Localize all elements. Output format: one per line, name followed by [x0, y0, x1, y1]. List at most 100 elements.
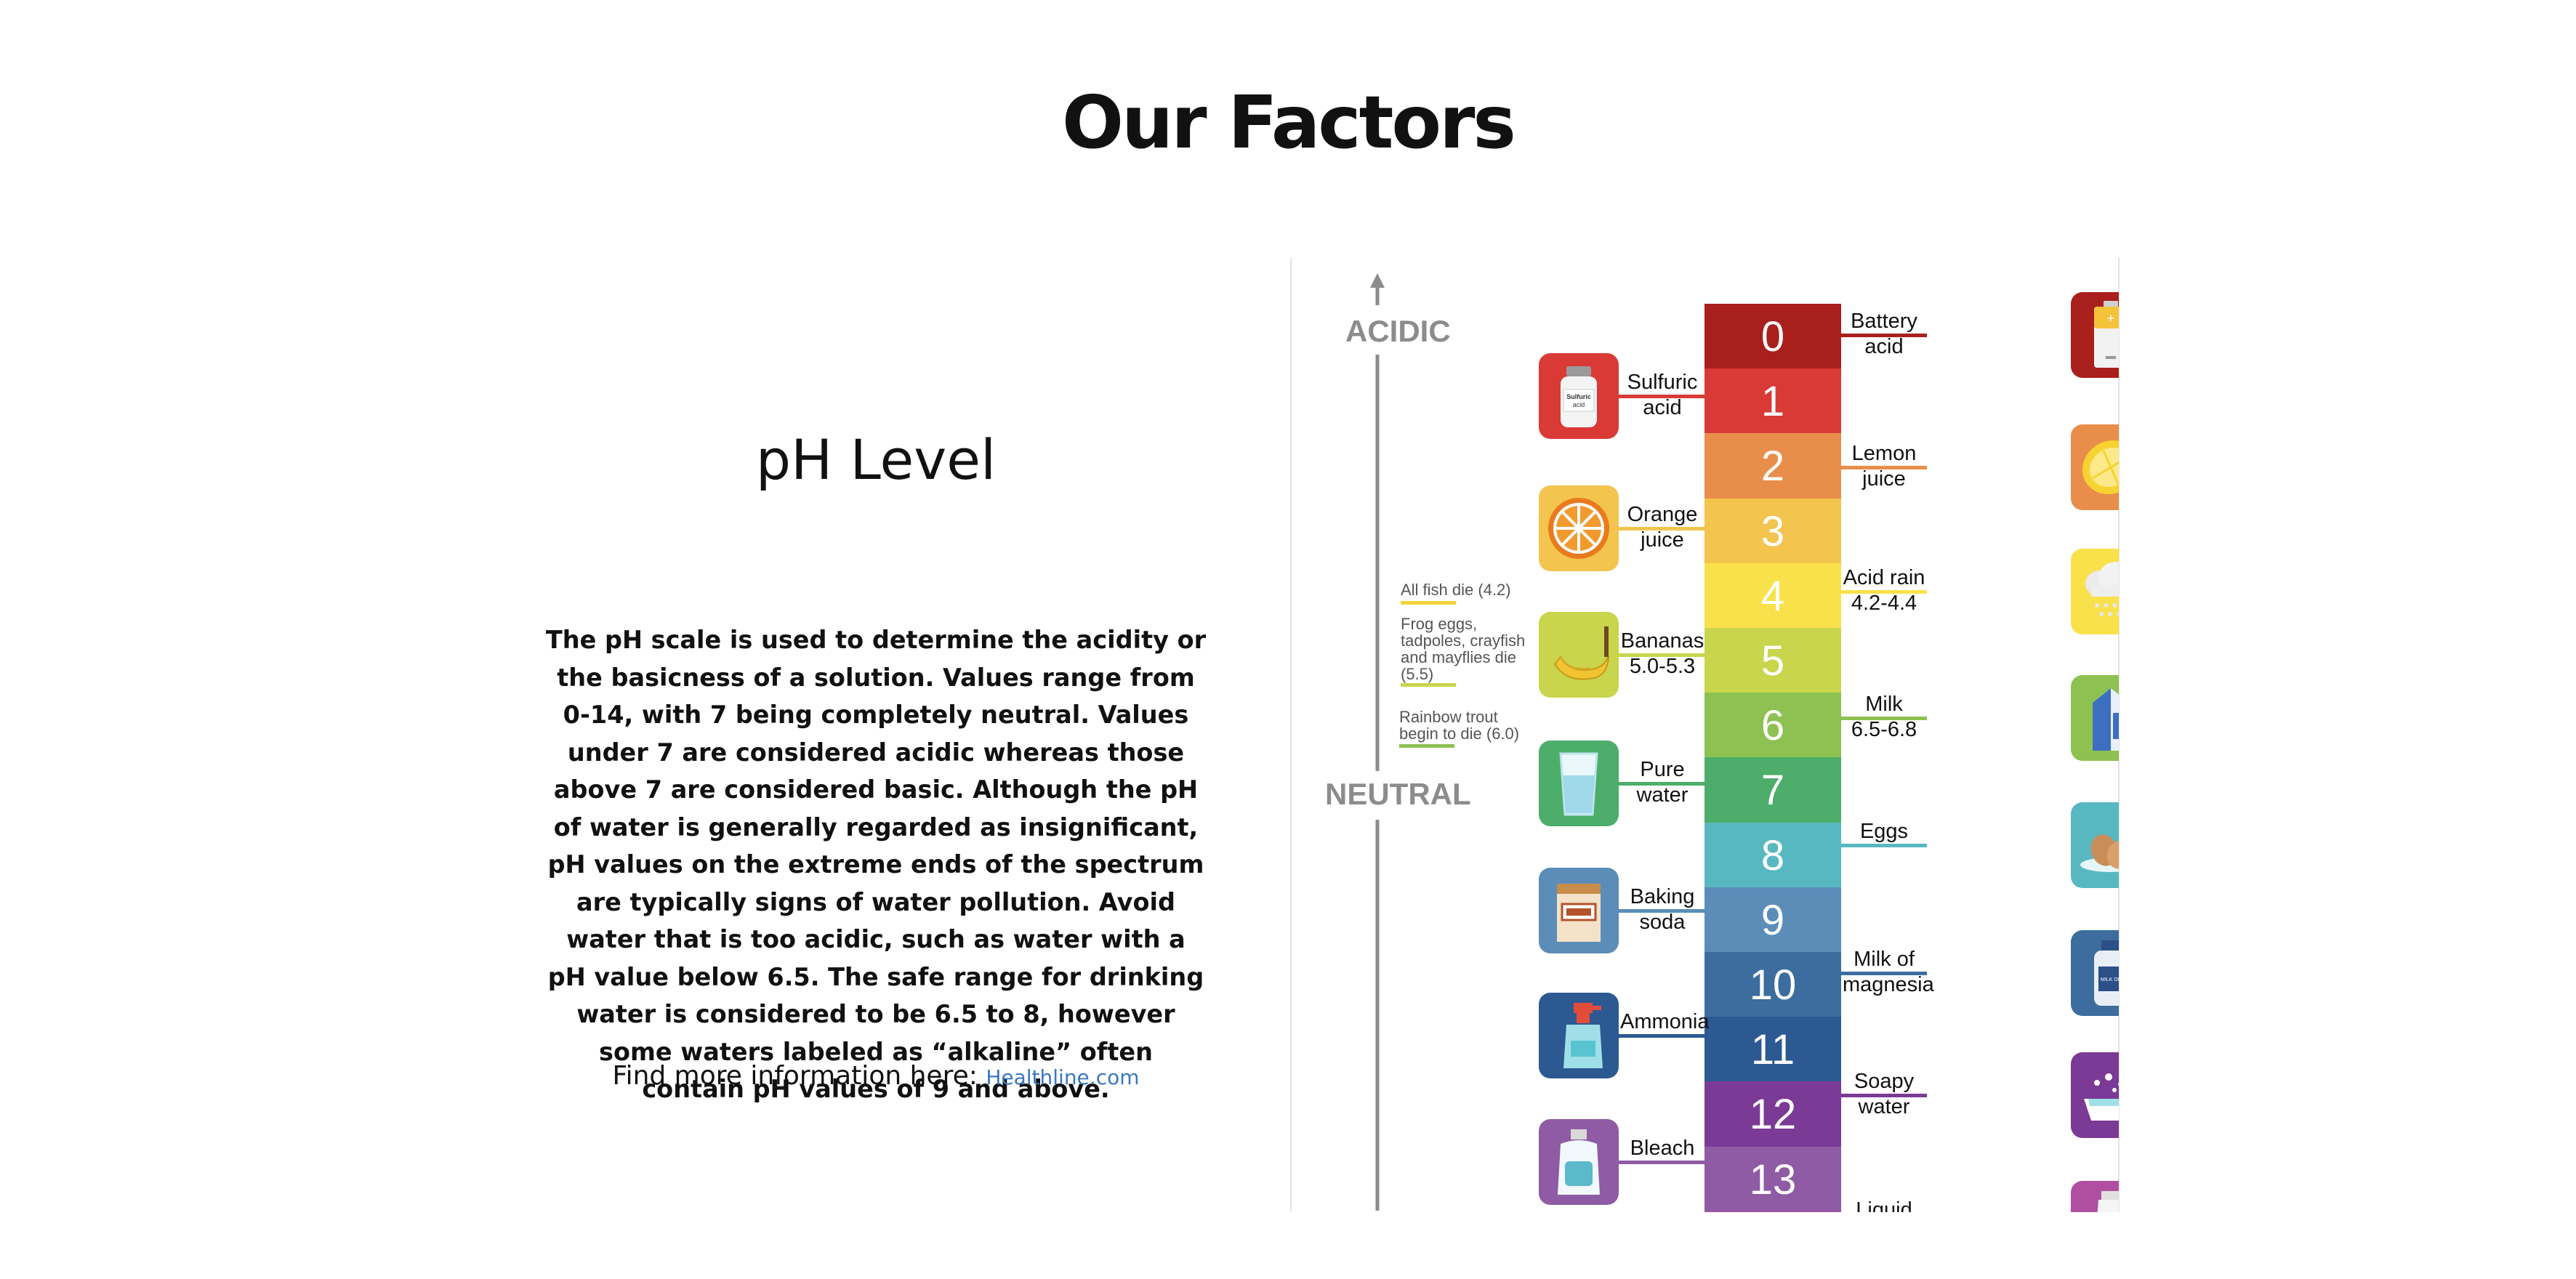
- ph-scale-chart: ACIDIC NEUTRAL All fish die (4.2) Frog e…: [1290, 257, 2119, 1212]
- fish-note: Frog eggs, tadpoles, crayfish and mayfli…: [1401, 615, 1526, 683]
- ph-value-10: 10: [1749, 961, 1797, 1009]
- ph-value-13: 13: [1749, 1155, 1797, 1203]
- ph-value-8: 8: [1760, 831, 1785, 879]
- ph-segment-13: [1704, 1146, 1841, 1212]
- rain-cloud-icon: [2071, 549, 2119, 634]
- svg-text:+: +: [2107, 311, 2115, 326]
- label-line-1: Acid rain: [1843, 566, 1925, 589]
- sulfuric-acid-bottle-icon: Sulfuric acid: [1539, 353, 1619, 439]
- water-glass-icon: [1539, 741, 1619, 826]
- ph-value-1: 1: [1760, 378, 1785, 426]
- svg-text:MILK OF: MILK OF: [2101, 977, 2119, 983]
- label-line-1: Milk of: [1853, 948, 1915, 971]
- connector-line: [1841, 1094, 1927, 1097]
- ph-example-label: Bleach: [1620, 1136, 1704, 1161]
- bleach-bottle-icon: [1539, 1119, 1619, 1205]
- label-line-1: Ammonia: [1620, 1010, 1710, 1033]
- eggs-icon: [2071, 802, 2119, 888]
- label-line-1: Battery: [1851, 310, 1917, 333]
- ammonia-spray-icon: [1539, 993, 1619, 1078]
- ph-example-label: Ammonia: [1620, 1009, 1710, 1035]
- label-line-2: 6.5-6.8: [1851, 718, 1917, 741]
- connector-line: [1619, 395, 1704, 398]
- section-title: pH Level: [755, 427, 997, 492]
- ph-example-label: Bananas 5.0-5.3: [1620, 629, 1704, 679]
- ph-example-label: Lemon juice: [1843, 441, 1925, 492]
- connector-line: [1841, 717, 1927, 720]
- more-info: Find more information here: Healthline.c…: [538, 1061, 1214, 1091]
- connector-line: [1841, 844, 1927, 847]
- label-line-1: Soapy: [1853, 1070, 1915, 1093]
- connector-line: [1619, 653, 1704, 657]
- connector-line: [1619, 909, 1704, 913]
- ph-example-label: Milk 6.5-6.8: [1843, 692, 1925, 743]
- ph-segment-4: [1704, 562, 1841, 629]
- label-line-2: juice: [1641, 528, 1684, 552]
- ph-value-9: 9: [1760, 896, 1785, 944]
- ph-segment-0: [1704, 304, 1841, 370]
- drain-cleaner-icon: [2071, 1181, 2119, 1212]
- label-line-2: 5.0-5.3: [1629, 655, 1696, 678]
- more-info-label: Find more information here:: [612, 1061, 978, 1091]
- label-line-1: Milk: [1865, 693, 1903, 716]
- label-line-2: acid: [1643, 396, 1682, 419]
- ph-example-label: Milk of magnesia: [1843, 947, 1934, 998]
- label-line-1: Liquid: [1856, 1198, 1912, 1212]
- label-line-2: water: [1636, 783, 1689, 807]
- ph-example-label: Sulfuric acid: [1620, 370, 1704, 421]
- neutral-label: NEUTRAL: [1325, 777, 1471, 811]
- connector-line: [1841, 466, 1927, 469]
- ph-segment-7: [1704, 757, 1841, 823]
- label-line-1: Eggs: [1859, 820, 1909, 843]
- svg-text:acid: acid: [1573, 401, 1585, 408]
- fish-note-line: [1399, 744, 1454, 748]
- baking-soda-box-icon: [1539, 868, 1619, 953]
- label-line-2: magnesia: [1843, 973, 1934, 996]
- acidity-axis: [1370, 273, 1385, 1211]
- svg-text:Sulfuric: Sulfuric: [1566, 393, 1591, 400]
- fish-note: Rainbow trout begin to die (6.0): [1399, 708, 1520, 743]
- label-line-1: Pure: [1640, 758, 1685, 781]
- label-line-1: Lemon: [1851, 442, 1917, 465]
- ph-example-label: Pure water: [1620, 757, 1704, 808]
- soapy-water-basin-icon: [2071, 1052, 2119, 1138]
- ph-value-5: 5: [1760, 637, 1785, 685]
- ph-value-7: 7: [1760, 767, 1785, 815]
- connector-line: [1619, 527, 1704, 530]
- label-line-1: Orange: [1627, 503, 1698, 526]
- ph-segment-6: [1704, 693, 1841, 759]
- banana-icon: [1539, 612, 1619, 698]
- ph-description: The pH scale is used to determine the ac…: [545, 626, 1207, 1103]
- label-line-1: Bleach: [1630, 1137, 1695, 1160]
- ph-value-4: 4: [1760, 572, 1785, 620]
- battery-icon: +: [2071, 292, 2119, 378]
- label-line-2: acid: [1864, 335, 1904, 358]
- connector-line: [1619, 1161, 1704, 1164]
- fish-note: All fish die (4.2): [1401, 581, 1511, 599]
- ph-segment-14: [1704, 1211, 1841, 1212]
- ph-segment-3: [1704, 498, 1841, 564]
- acidic-label: ACIDIC: [1345, 314, 1451, 348]
- page-title: Our Factors: [1062, 80, 1516, 165]
- connector-line: [1619, 1034, 1704, 1038]
- axis-arrow-icon: [1370, 273, 1385, 288]
- ph-example-label: Soapy water: [1843, 1069, 1925, 1120]
- milk-of-magnesia-bottle-icon: MILK OF: [2071, 930, 2119, 1016]
- ph-segment-10: [1704, 952, 1841, 1018]
- ph-value-12: 12: [1749, 1091, 1797, 1139]
- connector-line: [1841, 334, 1927, 337]
- label-line-2: 4.2-4.4: [1851, 592, 1917, 615]
- ph-segment-11: [1704, 1017, 1841, 1083]
- connector-line: [1619, 782, 1704, 786]
- ph-segment-12: [1704, 1081, 1841, 1147]
- ph-example-label: Baking soda: [1620, 884, 1704, 935]
- label-line-2: water: [1858, 1095, 1910, 1118]
- fish-note-line: [1401, 683, 1456, 687]
- milk-carton-icon: [2071, 675, 2119, 761]
- label-line-2: juice: [1862, 467, 1906, 491]
- ph-example-label: Battery acid: [1843, 309, 1925, 360]
- ph-example-label: Acid rain 4.2-4.4: [1843, 565, 1925, 616]
- healthline-link[interactable]: Healthline.com: [986, 1065, 1140, 1089]
- ph-segment-9: [1704, 887, 1841, 953]
- connector-line: [1841, 590, 1927, 594]
